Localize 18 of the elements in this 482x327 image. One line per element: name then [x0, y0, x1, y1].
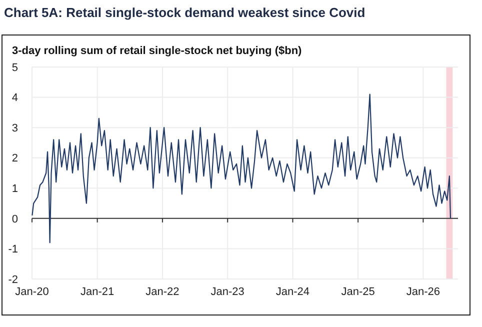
line-series — [32, 94, 452, 244]
x-tick-label: Jan-26 — [406, 286, 440, 298]
y-tick-label: 0 — [12, 213, 18, 226]
chart-subtitle: 3-day rolling sum of retail single-stock net buying ($bn) — [12, 45, 302, 57]
y-tick-label: 5 — [12, 62, 18, 74]
y-tick-label: 4 — [12, 92, 18, 104]
y-tick-label: -1 — [8, 244, 18, 256]
y-tick-label: 3 — [12, 122, 18, 134]
x-tick-label: Jan-21 — [80, 286, 114, 298]
x-tick-label: Jan-23 — [210, 286, 244, 298]
chart-title: Chart 5A: Retail single-stock demand weakest since Covid — [4, 5, 366, 20]
x-tick-label: Jan-22 — [146, 286, 180, 298]
x-tick-label: Jan-25 — [341, 286, 375, 298]
y-tick-label: 2 — [12, 152, 18, 165]
y-tick-label: -2 — [8, 274, 18, 286]
y-tick-label: 1 — [12, 182, 18, 195]
x-tick-label: Jan-24 — [276, 286, 310, 298]
x-tick-label: Jan-20 — [15, 286, 49, 298]
